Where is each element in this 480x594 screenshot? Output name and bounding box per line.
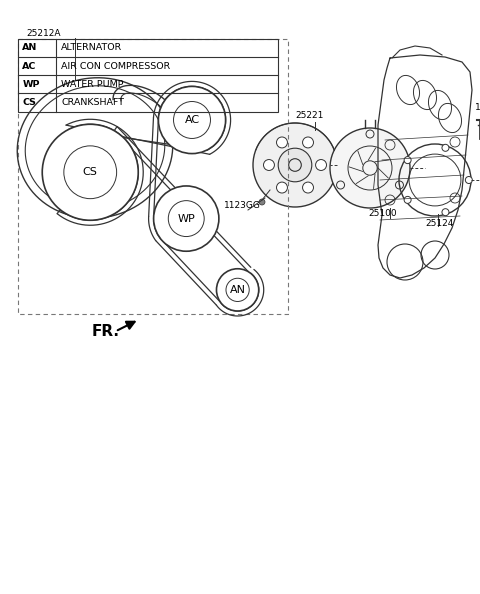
Text: FR.: FR. [91,324,119,339]
Circle shape [276,182,288,193]
Circle shape [154,186,219,251]
Text: AC: AC [22,62,36,71]
Bar [18,39,278,112]
Circle shape [278,148,312,182]
Circle shape [216,268,259,311]
Circle shape [264,160,275,170]
Text: AN: AN [229,285,246,295]
Text: 25124: 25124 [425,219,454,228]
Text: 1123GG: 1123GG [224,201,261,210]
Text: ALTERNATOR: ALTERNATOR [61,43,122,52]
Text: AC: AC [184,115,200,125]
Text: 25100: 25100 [368,209,396,218]
Circle shape [302,137,313,148]
Circle shape [404,157,411,163]
Circle shape [253,123,337,207]
Circle shape [330,128,410,208]
Circle shape [158,86,226,154]
Bar [18,39,288,314]
Text: 25212A: 25212A [26,29,60,38]
Circle shape [42,124,138,220]
Text: CS: CS [22,98,36,107]
Circle shape [442,144,449,151]
Circle shape [465,176,472,184]
Text: AIR CON COMPRESSOR: AIR CON COMPRESSOR [61,62,170,71]
Circle shape [259,199,265,205]
Text: 25221: 25221 [295,111,324,120]
Text: 1140ET: 1140ET [475,103,480,112]
Circle shape [315,160,326,170]
Circle shape [404,197,411,203]
Text: CRANKSHAFT: CRANKSHAFT [61,98,124,107]
Text: WP: WP [178,214,195,223]
Circle shape [302,182,313,193]
Text: CS: CS [83,168,97,177]
Circle shape [276,137,288,148]
Text: WATER PUMP: WATER PUMP [61,80,124,89]
Circle shape [442,208,449,216]
Text: WP: WP [22,80,40,89]
Text: AN: AN [22,43,37,52]
